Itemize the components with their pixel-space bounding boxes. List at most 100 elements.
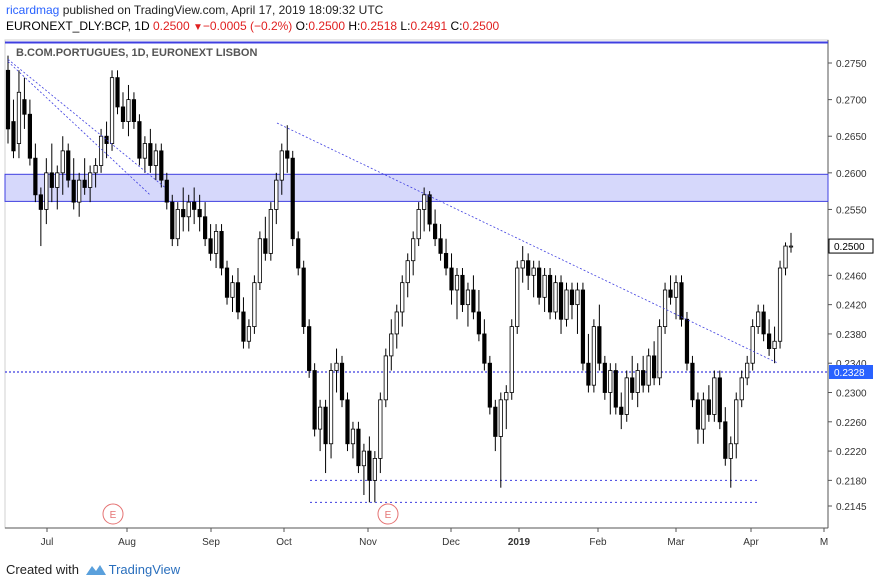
candle-body [515, 267, 520, 328]
candle-body [427, 194, 432, 225]
candle-body [602, 362, 607, 393]
candle-body [230, 282, 235, 298]
candle-body [345, 399, 350, 445]
candle-body [443, 252, 449, 269]
tradingview-brand-link[interactable]: TradingView [108, 562, 181, 577]
candle-body [635, 370, 640, 393]
candle-body [44, 172, 49, 210]
candle-body [487, 362, 492, 408]
candle-body [328, 370, 334, 445]
price-tick-label: 0.2145 [836, 502, 867, 513]
candle-body [476, 311, 481, 335]
time-tick-label: Oct [276, 537, 292, 548]
candle-body [520, 260, 525, 269]
candle-body [788, 245, 794, 248]
current-price-label: 0.2500 [834, 242, 865, 253]
candle-body [5, 69, 11, 130]
candle-body [27, 113, 32, 159]
low-value: 0.2491 [410, 19, 448, 33]
publisher-username[interactable]: ricardmag [6, 3, 60, 17]
candle-body [767, 333, 772, 349]
candle-body [411, 238, 416, 262]
candle-body [197, 209, 202, 218]
candle-body [318, 406, 323, 430]
candle-body [93, 165, 98, 174]
candle-body [405, 260, 410, 284]
close-value: 0.2500 [462, 19, 500, 33]
candle-body [432, 223, 438, 240]
candle-body [657, 326, 662, 379]
candle-body [296, 238, 301, 269]
candle-body [624, 377, 629, 415]
publish-text: published on TradingView.com, April 17, … [59, 3, 384, 17]
candle-body [334, 362, 339, 371]
candle-body [547, 274, 553, 313]
candle-body [422, 194, 427, 210]
candle-body [449, 267, 454, 291]
candle-body [77, 179, 82, 203]
candle-body [613, 370, 618, 408]
candle-body [695, 399, 701, 430]
candle-body [750, 326, 755, 364]
last-price: 0.2500 [152, 19, 190, 33]
candle-body [673, 282, 679, 298]
candle-body [378, 399, 383, 459]
candle-body [126, 99, 131, 122]
candle-body [148, 143, 153, 166]
candle-body [137, 121, 142, 159]
candle-body [608, 370, 613, 393]
candle-body [526, 260, 531, 276]
candle-body [465, 289, 471, 306]
publish-info: ricardmag published on TradingView.com, … [6, 3, 383, 17]
candle-body [88, 172, 93, 188]
resistance-zone [4, 173, 829, 202]
time-tick-label: Dec [442, 537, 460, 548]
time-tick-label: Apr [743, 537, 759, 548]
price-tick-label: 0.2180 [836, 476, 867, 487]
candle-body [553, 282, 558, 313]
time-tick-label: M [820, 537, 828, 548]
candle-body [235, 282, 241, 313]
candle-body [33, 157, 38, 196]
candle-body [279, 150, 284, 181]
candle-body [274, 179, 279, 210]
candle-body [170, 201, 175, 240]
time-tick-label: Feb [589, 537, 607, 548]
candle-body [471, 289, 476, 313]
candle-body [745, 362, 750, 379]
candle-body [400, 282, 405, 313]
candle-body [268, 209, 273, 254]
candle-body [98, 135, 104, 166]
trendline [7, 61, 151, 196]
price-tick-label: 0.2420 [836, 301, 867, 312]
earnings-marker-label: E [385, 510, 392, 521]
candle-body [706, 399, 711, 415]
price-tick-label: 0.2220 [836, 447, 867, 458]
current-price-tag [828, 238, 874, 254]
candle-body [16, 91, 22, 144]
candle-body [728, 443, 733, 459]
candle-body [263, 238, 268, 254]
candle-body [652, 355, 657, 379]
candle-body [203, 216, 208, 240]
price-chart[interactable]: 0.2750 0.2700 0.2650 0.2600 0.2550 0.2500 0.24… [0, 0, 880, 560]
support-price-tag [829, 365, 873, 380]
candle-body [66, 150, 71, 181]
candle-body [684, 318, 690, 364]
symbol-name[interactable]: EURONEXT_DLY:BCP, 1D [6, 19, 150, 33]
time-tick-label: Jul [41, 537, 54, 548]
candle-body [575, 289, 580, 306]
candle-body [597, 326, 602, 364]
candle-body [285, 150, 290, 159]
support-price-label: 0.2328 [834, 368, 865, 379]
price-tick-label: 0.2340 [836, 359, 867, 370]
candle-body [690, 362, 695, 401]
candle-body [213, 231, 219, 254]
candle-body [460, 274, 465, 306]
candle-body [159, 150, 164, 181]
candle-body [739, 377, 744, 401]
footer: Created with TradingView [6, 562, 180, 579]
candle-body [498, 399, 503, 437]
earnings-marker [377, 503, 399, 525]
candle-body [301, 267, 306, 328]
